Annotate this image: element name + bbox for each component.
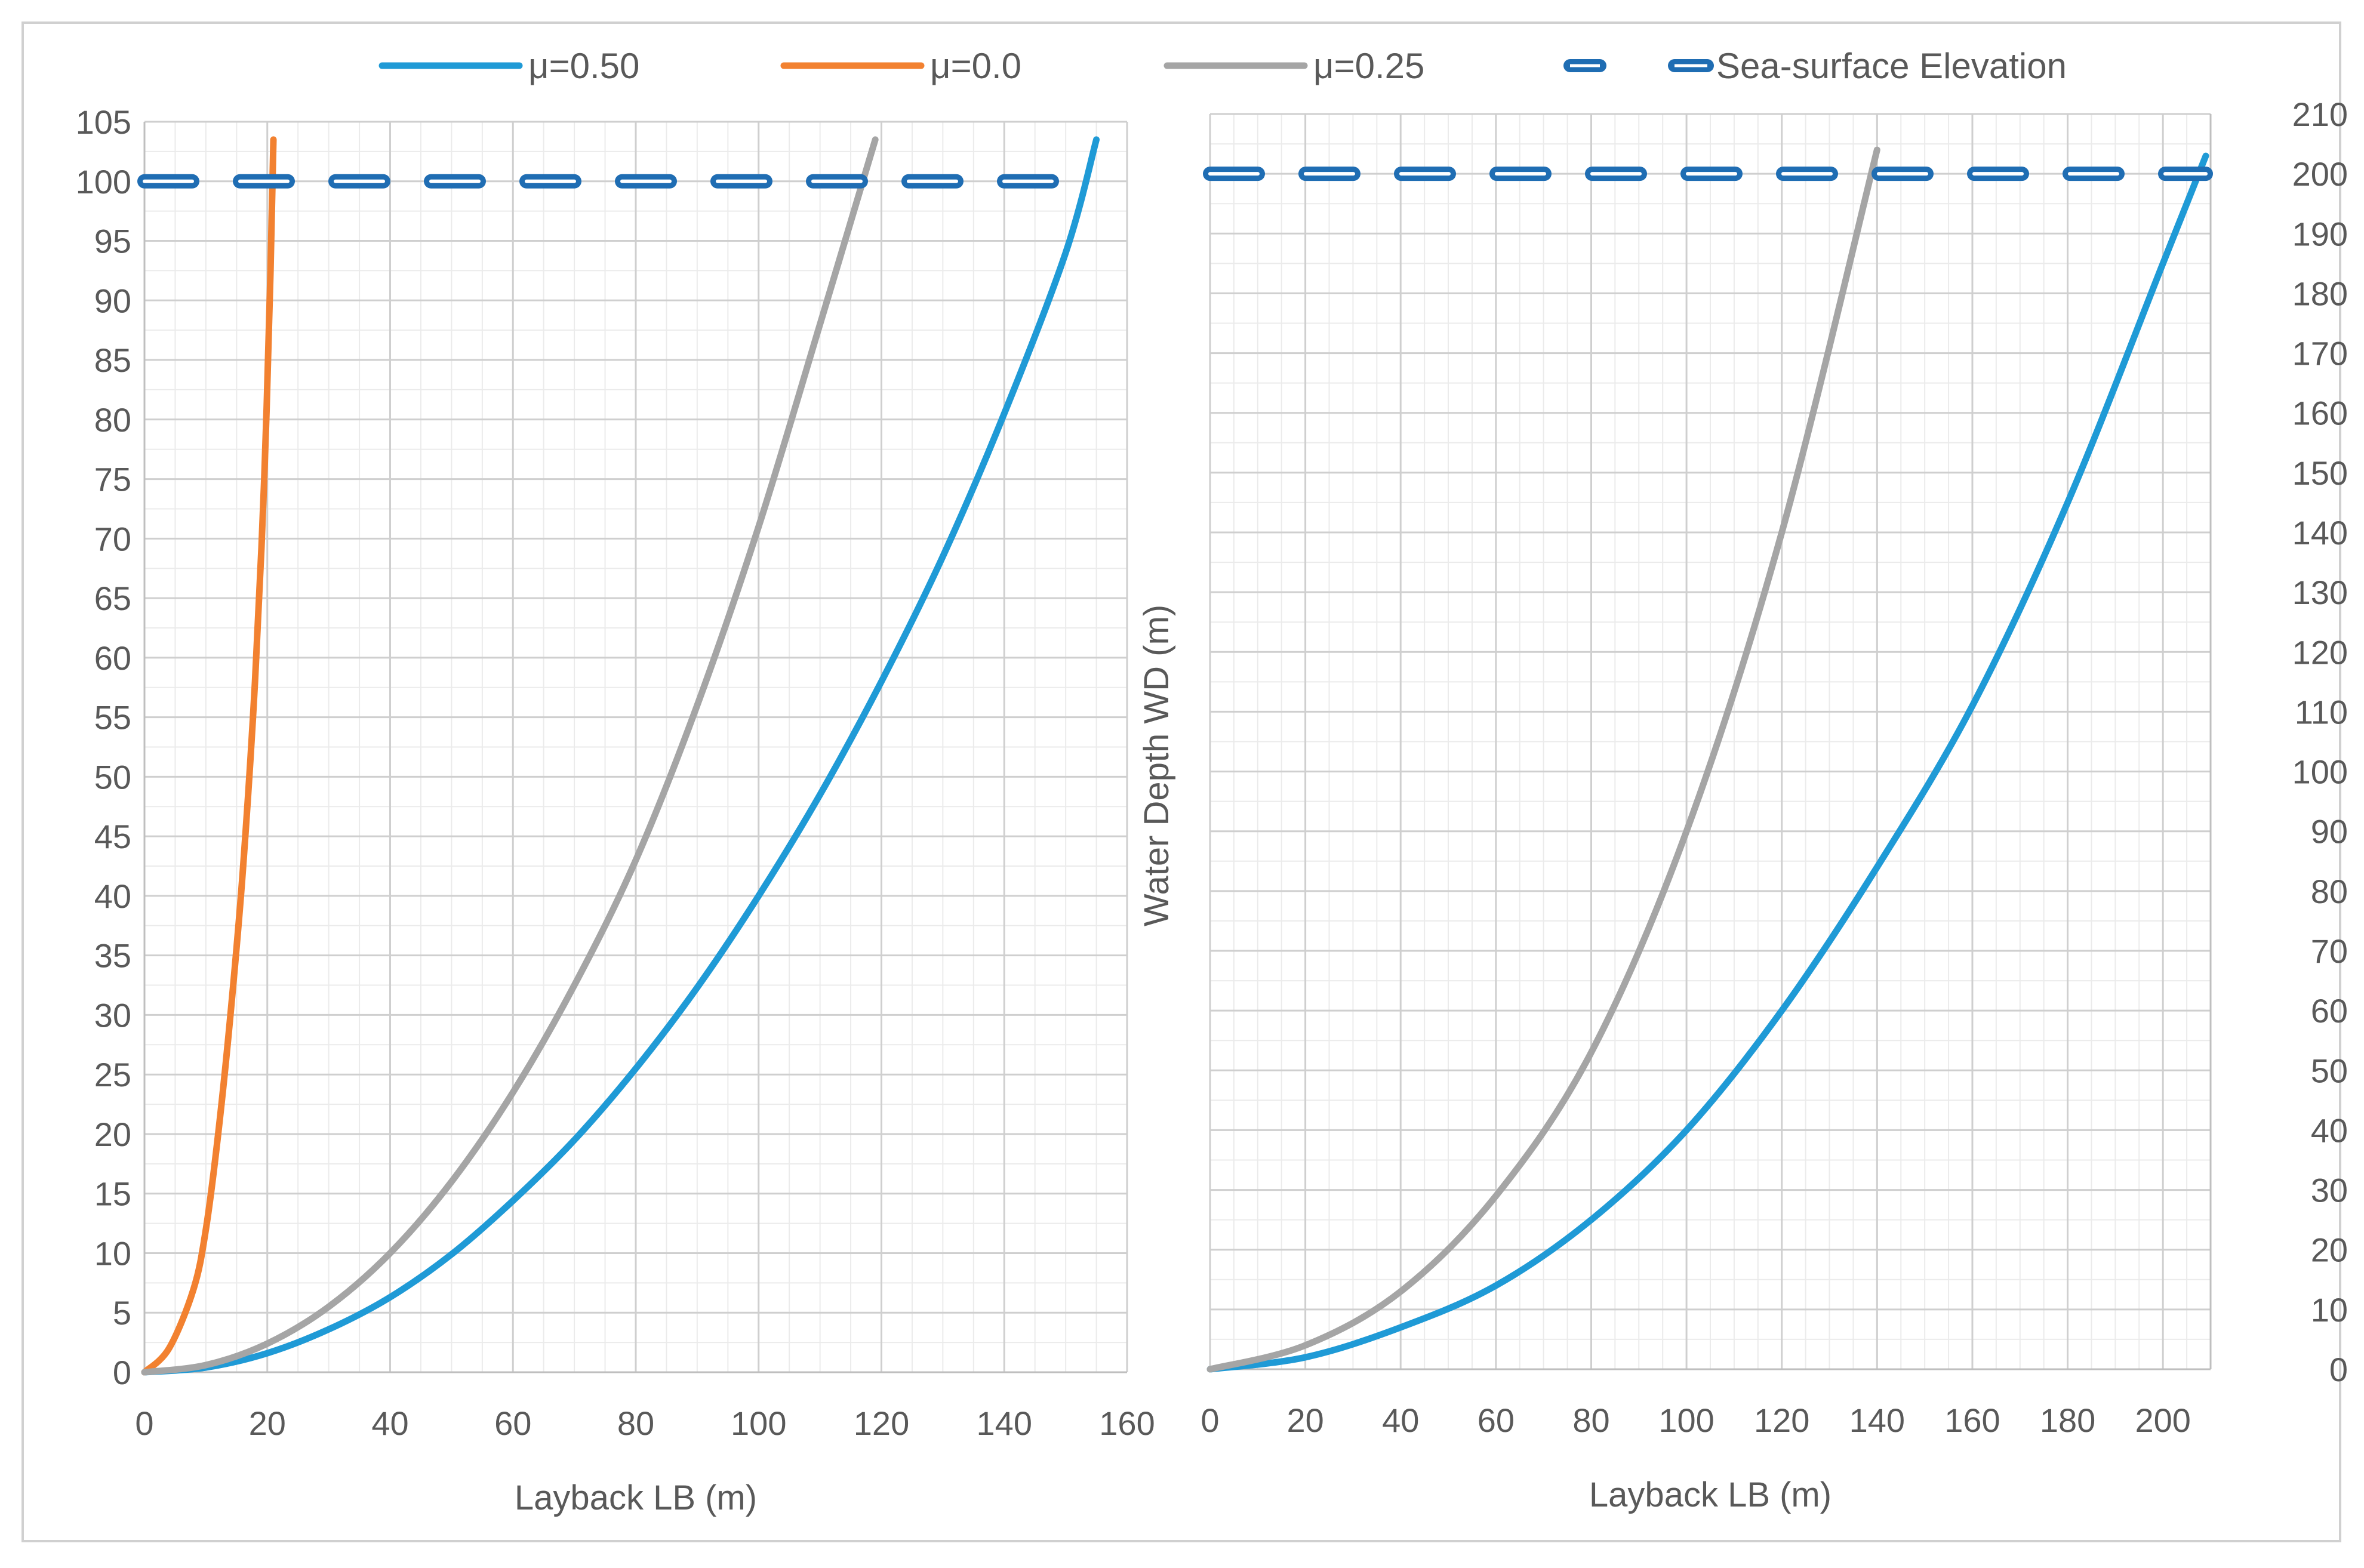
y-tick-label: 105 xyxy=(76,103,131,141)
series-0-25 xyxy=(1206,146,1880,1373)
y-tick-label: 90 xyxy=(2311,813,2348,851)
x-axis-title: Layback LB (m) xyxy=(1589,1475,1832,1514)
x-tick-label: 120 xyxy=(1754,1401,1809,1439)
y-tick-label: 55 xyxy=(94,699,131,737)
legend-item-0-25: μ=0.25 xyxy=(1163,46,1424,86)
x-tick-label: 160 xyxy=(1099,1404,1155,1442)
y-tick-label: 10 xyxy=(2311,1291,2348,1329)
y-axis-title: Water Depth WD (m) xyxy=(1137,605,1176,926)
chart-frame xyxy=(21,21,2341,1542)
right-panel: 0 20 40 60 80 100 120 140 160 180 200 0 10 20 30 40 50 60… xyxy=(1137,96,2348,1514)
y-tick-label: 0 xyxy=(2329,1351,2348,1388)
legend-label: μ=0.0 xyxy=(930,46,1021,86)
y-tick-label: 110 xyxy=(2295,693,2348,731)
left-panel: 0 20 40 60 80 100 120 140 160 0 5 10 15 20 25 30 35 40 45 5… xyxy=(76,103,1155,1517)
legend-item-0-50: μ=0.50 xyxy=(378,46,639,86)
y-tick-label: 80 xyxy=(2311,873,2348,910)
y-tick-label: 15 xyxy=(94,1175,131,1213)
x-tick-label: 20 xyxy=(1286,1401,1323,1439)
y-tick-label: 70 xyxy=(94,520,131,557)
y-tick-label: 85 xyxy=(94,341,131,379)
legend-item-sea-surface-elevation: Sea-surface Elevation xyxy=(1563,46,2067,86)
y-tick-label: 50 xyxy=(94,758,131,796)
y-tick-label: 180 xyxy=(2292,275,2348,312)
x-tick-label: 40 xyxy=(1382,1401,1419,1439)
legend-label: μ=0.25 xyxy=(1313,46,1424,86)
series-0-50 xyxy=(141,136,1100,1376)
x-tick-label: 200 xyxy=(2135,1401,2190,1439)
y-tick-label: 0 xyxy=(113,1354,131,1391)
y-tick-label: 10 xyxy=(94,1234,131,1272)
y-tick-label: 30 xyxy=(2311,1172,2348,1209)
y-tick-label: 60 xyxy=(2311,992,2348,1030)
y-tick-label: 190 xyxy=(2292,215,2348,252)
x-tick-label: 80 xyxy=(1572,1401,1609,1439)
legend-label: Sea-surface Elevation xyxy=(1716,46,2067,86)
x-tick-label: 40 xyxy=(371,1404,408,1442)
y-tick-label: 35 xyxy=(94,937,131,975)
x-tick-label: 120 xyxy=(854,1404,909,1442)
x-tick-label: 160 xyxy=(1944,1401,2000,1439)
y-tick-label: 30 xyxy=(94,996,131,1034)
y-tick-label: 5 xyxy=(113,1294,131,1332)
y-tick-label: 130 xyxy=(2292,574,2348,611)
legend: μ=0.50 μ=0.0 μ=0.25 Sea-surface Elevation xyxy=(378,46,2067,86)
y-tick-label: 90 xyxy=(94,282,131,319)
x-tick-label: 140 xyxy=(977,1404,1032,1442)
y-tick-label: 100 xyxy=(2292,753,2348,791)
x-tick-label: 0 xyxy=(1201,1401,1219,1439)
x-tick-label: 60 xyxy=(494,1404,531,1442)
y-tick-label: 40 xyxy=(2311,1111,2348,1149)
y-tick-label: 80 xyxy=(94,401,131,439)
y-tick-label: 50 xyxy=(2311,1052,2348,1089)
x-tick-label: 180 xyxy=(2040,1401,2095,1439)
x-axis-title: Layback LB (m) xyxy=(515,1478,757,1517)
x-tick-label: 60 xyxy=(1478,1401,1515,1439)
y-tick-label: 20 xyxy=(2311,1231,2348,1269)
y-tick-label: 70 xyxy=(2311,932,2348,970)
y-tick-label: 20 xyxy=(94,1116,131,1153)
y-tick-label: 170 xyxy=(2292,335,2348,372)
y-tick-label: 150 xyxy=(2292,454,2348,492)
y-tick-label: 60 xyxy=(94,639,131,677)
series-0-50 xyxy=(1206,152,2209,1373)
y-tick-label: 200 xyxy=(2292,155,2348,193)
legend-label: μ=0.50 xyxy=(528,46,639,86)
x-tick-label: 100 xyxy=(1658,1401,1714,1439)
y-tick-label: 25 xyxy=(94,1056,131,1093)
y-tick-label: 210 xyxy=(2292,96,2348,133)
x-tick-label: 0 xyxy=(135,1404,153,1442)
y-tick-label: 75 xyxy=(94,461,131,498)
x-tick-label: 80 xyxy=(617,1404,654,1442)
y-tick-label: 100 xyxy=(76,163,131,201)
series-0-25 xyxy=(141,136,879,1376)
y-tick-label: 65 xyxy=(94,580,131,617)
y-tick-label: 160 xyxy=(2292,395,2348,432)
y-tick-label: 120 xyxy=(2292,633,2348,671)
y-tick-label: 45 xyxy=(94,818,131,855)
legend-item-0-0: μ=0.0 xyxy=(780,46,1021,86)
x-tick-label: 100 xyxy=(731,1404,786,1442)
y-tick-label: 95 xyxy=(94,223,131,260)
series-0-0 xyxy=(141,136,277,1376)
y-tick-label: 140 xyxy=(2292,514,2348,552)
x-tick-label: 20 xyxy=(249,1404,286,1442)
x-tick-label: 140 xyxy=(1849,1401,1905,1439)
y-tick-label: 40 xyxy=(94,877,131,915)
